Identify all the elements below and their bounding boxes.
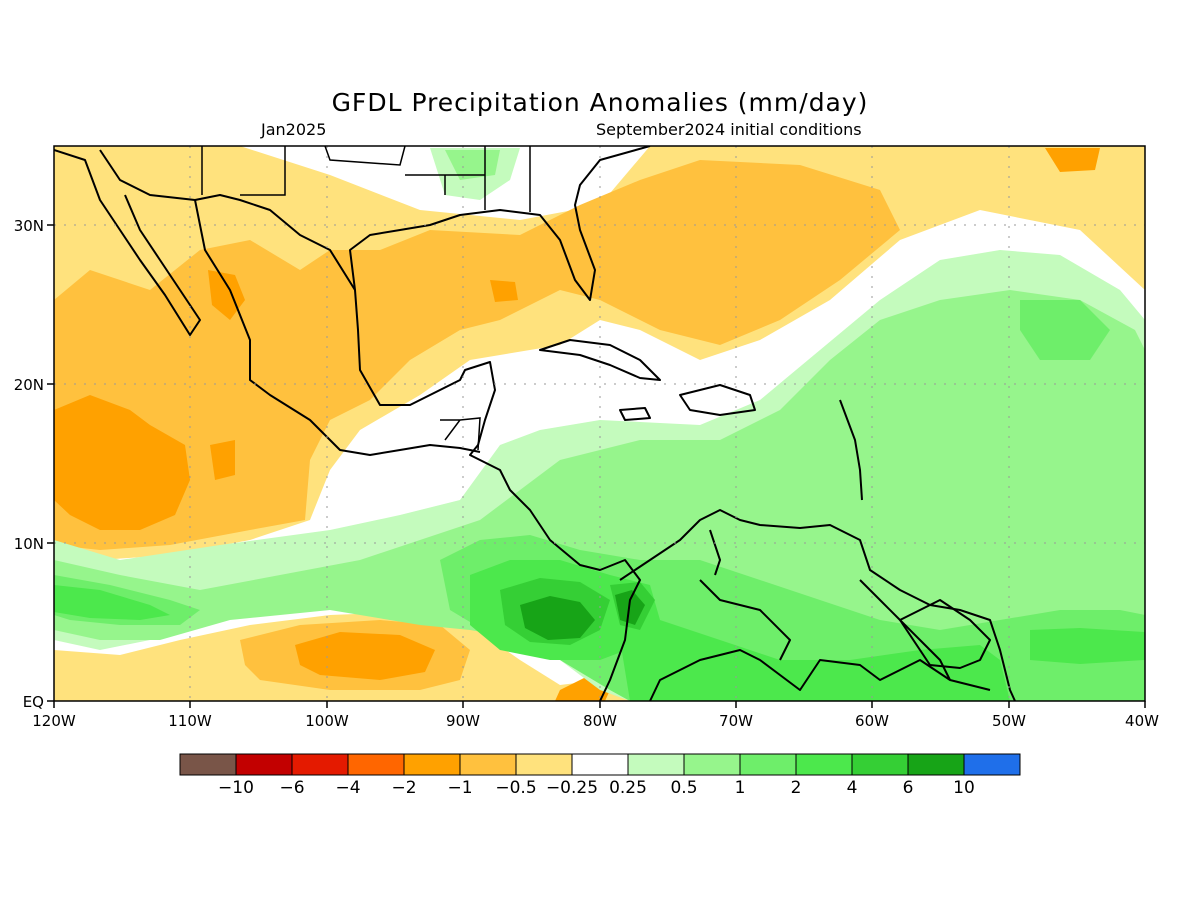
colorbar-swatch [459,753,517,776]
colorbar-label: 10 [953,778,975,798]
graticule [54,146,1145,701]
colorbar-label: 2 [791,778,802,798]
precip-field [54,146,1145,701]
lat-label: 30N [14,217,44,235]
colorbar-swatch [515,753,573,776]
lon-label: 50W [992,712,1026,730]
lat-label: 10N [14,535,44,553]
forecast-month-label: Jan2025 [260,120,326,139]
longitude-labels: 120W 110W 100W 90W 80W 70W 60W 50W 40W [32,712,1159,730]
colorbar-label: −2 [391,778,416,798]
colorbar-label: −4 [335,778,360,798]
colorbar-swatch [739,753,797,776]
initial-conditions-label: September2024 initial conditions [596,120,862,139]
lat-label: 20N [14,376,44,394]
lon-label: 80W [583,712,617,730]
colorbar-label: 4 [847,778,858,798]
colorbar-swatch [851,753,909,776]
colorbar-label: −0.25 [546,778,598,798]
lon-label: 60W [855,712,889,730]
colorbar-swatch [795,753,853,776]
colorbar-swatch [683,753,741,776]
lon-label: 70W [719,712,753,730]
colorbar-label: −1 [447,778,472,798]
colorbar-swatch [963,753,1021,776]
colorbar-label: −10 [218,778,254,798]
lon-label: 120W [32,712,76,730]
figure-title: GFDL Precipitation Anomalies (mm/day) [332,88,869,117]
colorbar-label: 6 [903,778,914,798]
latitude-labels: EQ 10N 20N 30N [14,217,44,711]
colorbar-label: 1 [735,778,746,798]
colorbar-label: 0.25 [609,778,647,798]
colorbar-label: −6 [279,778,304,798]
colorbar-swatch [907,753,965,776]
colorbar-label: −0.5 [495,778,536,798]
colorbar: −10 −6 −4 −2 −1 −0.5 −0.25 0.25 0.5 1 2 4 6 10 [179,753,1021,798]
map-panel [54,146,1145,701]
colorbar-swatch [627,753,685,776]
lon-label: 90W [446,712,480,730]
lon-label: 40W [1125,712,1159,730]
lon-label: 110W [168,712,212,730]
lon-label: 100W [305,712,349,730]
state-borders [201,146,531,451]
colorbar-label: 0.5 [670,778,697,798]
colorbar-swatch [403,753,461,776]
coastlines [54,146,1016,701]
colorbar-swatch [235,753,293,776]
axis-ticks [47,224,1146,708]
colorbar-swatch [179,753,237,776]
lat-label: EQ [23,693,44,711]
colorbar-swatch [347,753,405,776]
colorbar-swatch [291,753,349,776]
colorbar-swatch [571,753,629,776]
